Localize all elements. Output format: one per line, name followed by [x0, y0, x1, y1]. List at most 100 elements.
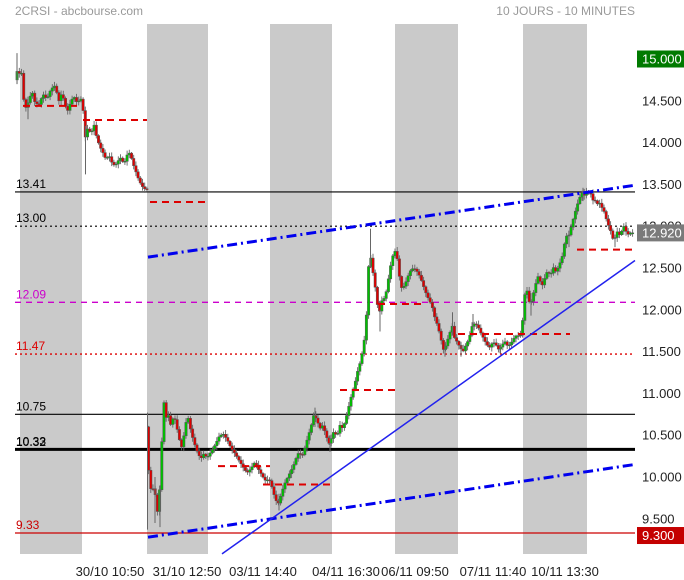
right-axis-label: 12.000	[642, 302, 682, 317]
candle-down	[259, 469, 263, 474]
candle-up	[283, 482, 287, 490]
candle-down	[197, 450, 201, 457]
candle-up	[576, 203, 580, 212]
candle-up	[309, 424, 313, 433]
candle-up	[215, 441, 219, 446]
candle-down	[433, 307, 437, 318]
candle-down	[228, 441, 232, 447]
candle-down	[141, 182, 144, 187]
x-axis-label: 04/11 16:30	[312, 564, 380, 579]
right-axis-label: 12.500	[642, 261, 682, 276]
right-axis-label: 11.500	[642, 344, 681, 359]
x-axis-label: 30/10 10:50	[76, 564, 145, 579]
candle-down	[428, 297, 432, 303]
trendline-support-line[interactable]	[221, 259, 636, 555]
candle-up	[391, 255, 395, 266]
candle-up	[518, 334, 522, 337]
candle-up	[182, 435, 186, 448]
candle-up	[279, 496, 283, 504]
candle-up	[208, 452, 212, 457]
candle-down	[479, 327, 483, 334]
candle-up	[358, 363, 362, 372]
candle-up	[48, 90, 52, 97]
candle-up	[28, 95, 32, 103]
candle-up	[116, 160, 120, 165]
candle-down	[494, 342, 498, 346]
candle-down	[452, 325, 456, 338]
candle-up	[468, 335, 472, 342]
trendline-upper-channel[interactable]	[147, 183, 636, 259]
right-axis-label: 13.500	[642, 177, 682, 192]
candle-down	[33, 92, 37, 102]
candle-down	[88, 128, 92, 132]
candle-up	[105, 157, 109, 159]
candle-down	[325, 430, 329, 438]
candle-up	[512, 338, 516, 343]
candle-up	[389, 265, 393, 280]
candle-up	[353, 380, 357, 390]
x-axis-label: 31/10 12:50	[153, 564, 222, 579]
candle-down	[177, 429, 181, 441]
trendline-lower-channel[interactable]	[147, 462, 636, 539]
candle-down	[505, 341, 509, 346]
candle-up	[250, 466, 254, 471]
candle-up	[206, 455, 210, 458]
price-badge-9.300	[637, 527, 684, 545]
x-axis-label: 06/11 09:50	[381, 564, 449, 579]
right-axis-label: 10.000	[642, 470, 682, 485]
price-badge-12.920	[637, 224, 684, 242]
candle-down	[145, 188, 149, 190]
candle-up	[39, 98, 43, 105]
candle-down	[136, 171, 140, 179]
candle-up	[86, 128, 89, 138]
right-axis-label: 9.500	[642, 511, 675, 526]
candle-down	[149, 470, 153, 489]
candle-down	[481, 332, 485, 338]
candle-down	[483, 337, 487, 342]
right-axis-label: 14.500	[642, 93, 682, 108]
candle-down	[263, 476, 267, 481]
candle-down	[164, 402, 168, 418]
candle-down	[426, 292, 430, 299]
candle-up	[338, 425, 342, 434]
right-axis-label: 14.000	[642, 135, 682, 150]
candle-up	[77, 100, 81, 103]
candle-up	[351, 388, 355, 398]
candle-up	[545, 272, 549, 279]
candle-up	[521, 320, 525, 336]
candle-up	[620, 231, 624, 236]
candle-up	[404, 281, 408, 287]
candle-up	[336, 433, 340, 435]
candle-up	[408, 270, 412, 276]
candle-up	[345, 415, 349, 424]
candle-down	[235, 452, 239, 457]
candle-down	[188, 418, 192, 430]
candle-down	[415, 268, 419, 272]
candle-down	[261, 473, 265, 478]
candle-up	[303, 447, 307, 456]
level-label-10.33: 10.33	[16, 434, 46, 448]
candle-down	[138, 177, 142, 184]
candle-up	[171, 418, 175, 425]
candle-down	[527, 290, 531, 303]
candle-down	[485, 341, 489, 346]
candle-down	[323, 425, 327, 432]
candle-up	[406, 275, 410, 282]
candle-down	[606, 218, 610, 226]
candle-up	[50, 87, 54, 92]
candle-down	[400, 276, 404, 288]
candle-down	[419, 274, 423, 281]
candle-up	[90, 130, 94, 133]
candle-down	[397, 258, 401, 277]
candle-down	[22, 72, 26, 100]
candle-down	[604, 211, 608, 220]
candle-down	[474, 323, 478, 326]
candle-down	[455, 337, 459, 342]
candle-up	[501, 343, 505, 348]
candle-down	[232, 449, 236, 454]
candle-down	[395, 251, 399, 260]
candle-up	[523, 294, 527, 321]
candle-up	[68, 103, 72, 111]
candle-up	[380, 300, 384, 312]
